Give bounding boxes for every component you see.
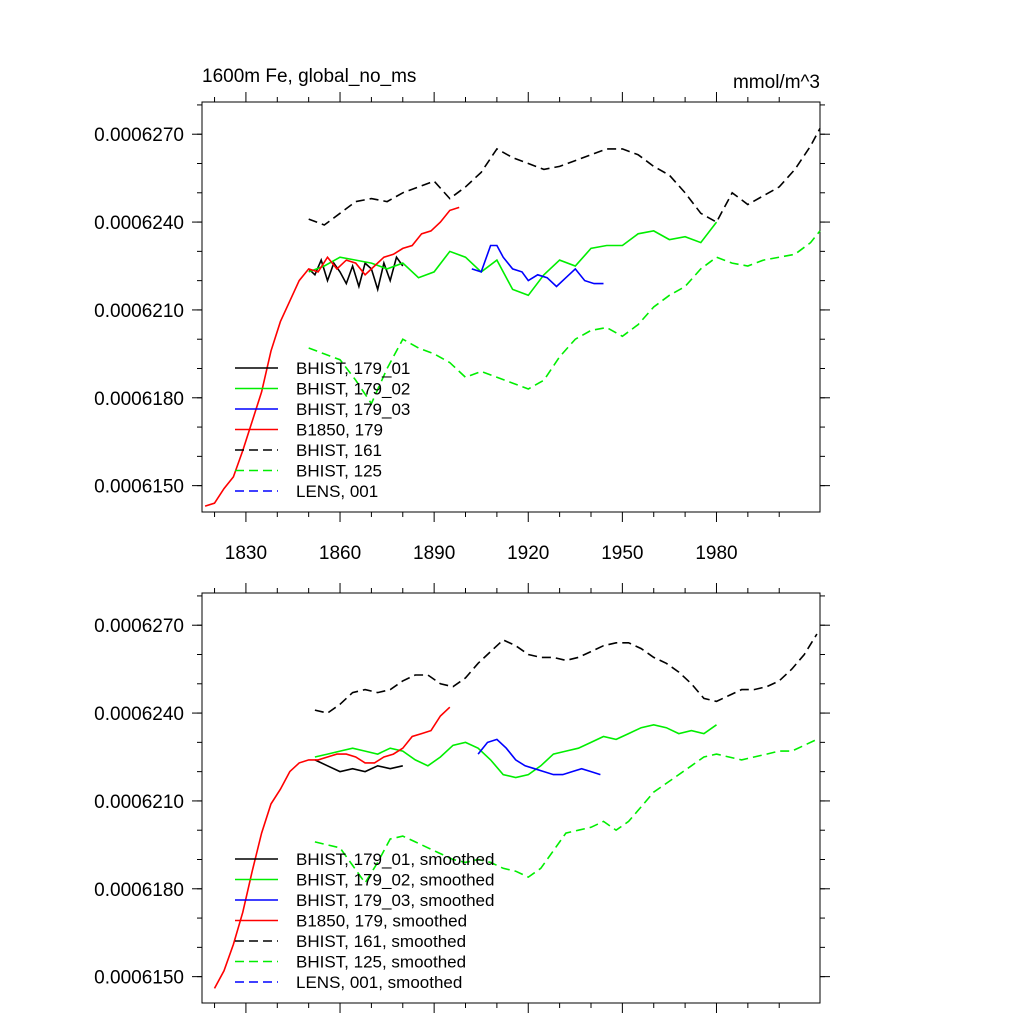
- x-tick-label-1890: 1890: [413, 543, 455, 564]
- y-tick-label: 0.0006240: [94, 213, 184, 234]
- y-tick-label: 0.0006270: [94, 616, 184, 637]
- legend-label-3: B1850, 179: [296, 421, 383, 440]
- legend-label-5: BHIST, 125: [296, 462, 382, 481]
- top-panel-units: mmol/m^3: [733, 72, 820, 93]
- series-line-0: [314, 759, 403, 773]
- bottom-plot-frame: [201, 592, 821, 1004]
- bottom-series-lines: [213, 633, 818, 989]
- bottom-panel: 0.0006150 0.0006180 0.0006210 0.0006240 0.00…: [94, 583, 830, 1013]
- series-line-3: [213, 706, 451, 989]
- y-tick-label: 0.0006210: [94, 301, 184, 322]
- legend-label-4: BHIST, 161: [296, 441, 382, 460]
- legend-label-0: BHIST, 179_01, smoothed: [296, 850, 494, 869]
- series-line-2: [477, 738, 601, 776]
- x-tick-label-1950: 1950: [601, 543, 643, 564]
- legend-label-6: LENS, 001: [296, 482, 378, 501]
- series-line-5: [308, 230, 821, 406]
- y-tick-label: 0.0006270: [94, 125, 184, 146]
- series-line-0: [308, 255, 404, 293]
- series-line-4: [308, 128, 821, 226]
- y-tick-label: 0.0006180: [94, 880, 184, 901]
- legend-label-6: LENS, 001, smoothed: [296, 973, 462, 992]
- top-panel: 1600m Fe, global_no_ms mmol/m^3 1830 1860…: [94, 66, 830, 564]
- series-line-1: [314, 723, 717, 779]
- legend-label-4: BHIST, 161, smoothed: [296, 932, 466, 951]
- series-line-4: [314, 633, 818, 714]
- y-tick-label: 0.0006150: [94, 477, 184, 498]
- legend-label-3: B1850, 179, smoothed: [296, 912, 467, 931]
- legend-label-1: BHIST, 179_02, smoothed: [296, 871, 494, 890]
- series-line-1: [308, 221, 718, 297]
- x-tick-label-1920: 1920: [507, 543, 549, 564]
- y-tick-label: 0.0006240: [94, 704, 184, 725]
- series-line-2: [471, 244, 604, 288]
- series-line-3: [204, 206, 460, 507]
- legend-label-2: BHIST, 179_03, smoothed: [296, 891, 494, 910]
- legend-label-2: BHIST, 179_03: [296, 400, 410, 419]
- x-tick-label-1980: 1980: [695, 543, 737, 564]
- legend-label-1: BHIST, 179_02: [296, 380, 410, 399]
- top-series-lines: [204, 128, 821, 507]
- top-plot-frame: [201, 101, 821, 513]
- y-tick-label: 0.0006180: [94, 389, 184, 410]
- x-tick-label-1830: 1830: [225, 543, 267, 564]
- bottom-legend: BHIST, 179_01, smoothed BHIST, 179_02, sm…: [235, 850, 494, 992]
- bottom-axis-ticks: 0.0006150 0.0006180 0.0006210 0.0006240 0.00…: [94, 583, 830, 1013]
- top-axis-ticks: 1830 1860 1890 1920 1950 1980 0.0006150 0.00061…: [94, 92, 830, 564]
- y-tick-label: 0.0006210: [94, 792, 184, 813]
- y-tick-label: 0.0006150: [94, 968, 184, 989]
- legend-label-0: BHIST, 179_01: [296, 359, 410, 378]
- x-tick-label-1860: 1860: [319, 543, 361, 564]
- top-panel-title: 1600m Fe, global_no_ms: [202, 66, 416, 87]
- legend-label-5: BHIST, 125, smoothed: [296, 953, 466, 972]
- series-line-5: [314, 738, 818, 885]
